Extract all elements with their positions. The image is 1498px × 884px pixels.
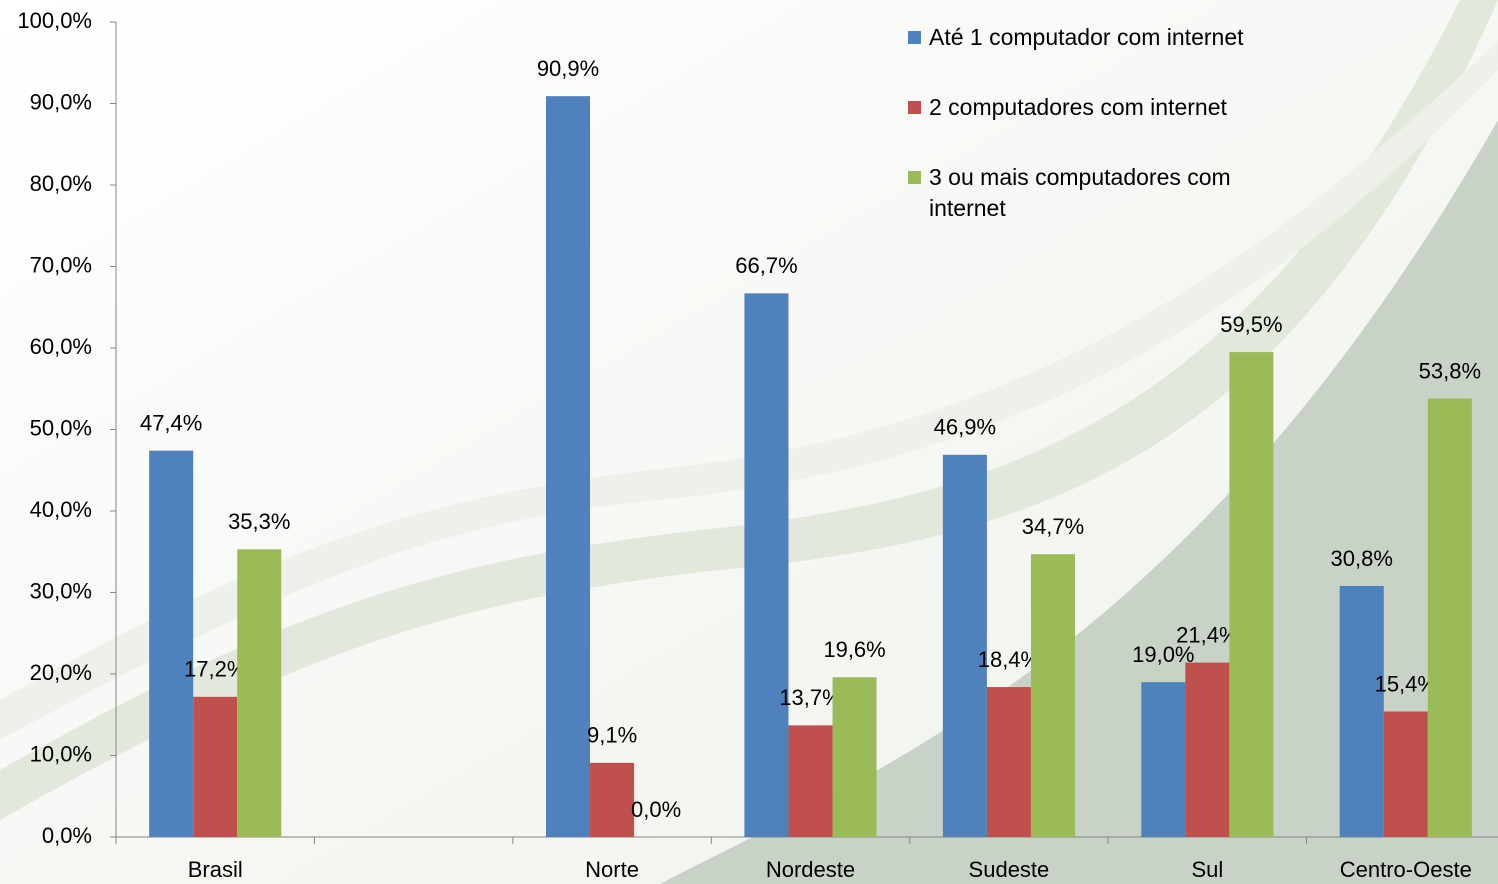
legend-swatch	[908, 101, 921, 114]
bar	[193, 696, 238, 837]
y-tick-label: 30,0%	[30, 578, 92, 603]
bar	[986, 687, 1031, 837]
legend-swatch	[908, 31, 921, 44]
y-tick-label: 50,0%	[30, 415, 92, 440]
data-label: 13,7%	[779, 685, 841, 710]
background-shape	[660, 120, 1498, 884]
data-label: 17,2%	[184, 657, 246, 682]
legend-label: Até 1 computador com internet	[929, 24, 1244, 50]
bar	[942, 454, 987, 837]
data-label: 46,9%	[934, 415, 996, 440]
y-tick-label: 40,0%	[30, 497, 92, 522]
legend-label: 2 computadores com internet	[929, 94, 1227, 120]
legend-item: 2 computadores com internet	[908, 92, 1288, 123]
bar	[545, 96, 591, 838]
bar	[1383, 711, 1428, 837]
x-tick-label: Nordeste	[766, 857, 855, 882]
data-label: 21,4%	[1176, 622, 1238, 647]
bar	[788, 725, 833, 837]
y-tick-label: 100,0%	[17, 8, 92, 33]
bar	[1427, 398, 1472, 837]
data-label: 19,0%	[1132, 642, 1194, 667]
bar	[237, 549, 282, 837]
bar	[1030, 554, 1076, 837]
legend-label: 3 ou mais computadores com internet	[929, 164, 1231, 221]
legend-swatch	[908, 171, 921, 184]
data-label: 35,3%	[228, 509, 290, 534]
x-tick-label: Norte	[585, 857, 639, 882]
y-tick-label: 70,0%	[30, 252, 92, 277]
bar	[832, 677, 877, 837]
data-label: 47,4%	[140, 411, 202, 436]
bar	[1339, 585, 1384, 837]
bar	[744, 293, 789, 837]
bar	[590, 762, 635, 837]
x-tick-label: Sul	[1191, 857, 1223, 882]
legend-item: 3 ou mais computadores com internet	[908, 162, 1288, 224]
data-label: 9,1%	[587, 723, 637, 748]
data-label: 59,5%	[1220, 312, 1282, 337]
data-label: 19,6%	[823, 637, 885, 662]
y-tick-label: 10,0%	[30, 741, 92, 766]
y-tick-label: 0,0%	[42, 823, 92, 848]
data-label: 0,0%	[631, 797, 681, 822]
plot-area: 0,0% 10,0% 20,0% 30,0% 40,0% 50,0% 60,0% 70,0% 8…	[17, 8, 1498, 882]
data-label: 66,7%	[735, 253, 797, 278]
data-label: 53,8%	[1419, 358, 1481, 383]
data-label: 34,7%	[1022, 514, 1084, 539]
y-tick-label: 20,0%	[30, 660, 92, 685]
y-tick-label: 80,0%	[30, 171, 92, 196]
bar	[149, 450, 194, 837]
x-tick-label: Sudeste	[969, 857, 1050, 882]
background-swoosh	[0, 0, 1498, 820]
data-label: 15,4%	[1375, 671, 1437, 696]
y-tick-label: 60,0%	[30, 334, 92, 359]
legend: Até 1 computador com internet 2 computado…	[908, 22, 1288, 263]
legend-item: Até 1 computador com internet	[908, 22, 1288, 53]
data-label: 18,4%	[978, 647, 1040, 672]
y-tick-label: 90,0%	[30, 89, 92, 114]
bar	[1229, 352, 1274, 837]
bar	[1141, 682, 1186, 837]
data-label: 90,9%	[537, 56, 599, 81]
x-tick-label: Centro-Oeste	[1340, 857, 1472, 882]
data-label: 30,8%	[1331, 546, 1393, 571]
x-tick-label: Brasil	[188, 857, 243, 882]
bar	[1185, 662, 1230, 837]
